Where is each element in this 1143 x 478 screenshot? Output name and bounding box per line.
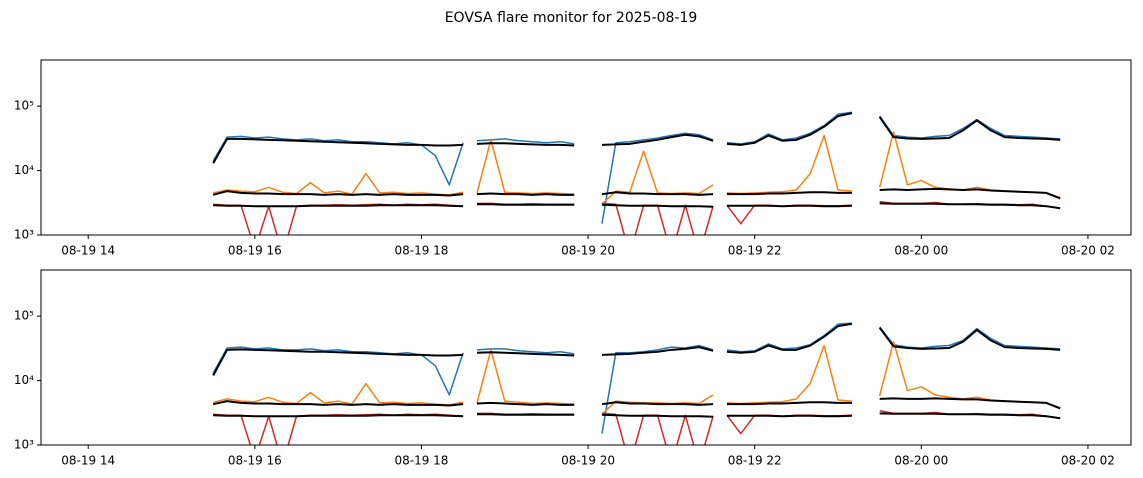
series-line bbox=[212, 322, 1061, 376]
series-line bbox=[213, 131, 1061, 205]
x-tick-label: 08-20 00 bbox=[894, 454, 948, 468]
x-tick-label: 08-19 16 bbox=[228, 454, 282, 468]
x-tick-label: 08-19 18 bbox=[394, 454, 448, 468]
x-tick-label: 08-19 16 bbox=[228, 244, 282, 258]
x-tick-label: 08-19 22 bbox=[728, 454, 782, 468]
x-tick-label: 08-19 20 bbox=[561, 244, 615, 258]
series-line bbox=[212, 112, 1061, 164]
x-tick-label: 08-19 14 bbox=[61, 454, 115, 468]
axes-frame bbox=[40, 269, 1132, 446]
series-line bbox=[212, 397, 1061, 410]
x-tick-label: 08-20 02 bbox=[1061, 454, 1115, 468]
x-tick-label: 08-19 18 bbox=[394, 244, 448, 258]
y-tick-label: 10⁵ bbox=[14, 99, 34, 113]
series-line bbox=[213, 412, 1061, 420]
y-tick-label: 10⁵ bbox=[14, 309, 34, 323]
x-tick-label: 08-20 02 bbox=[1061, 244, 1115, 258]
series-line bbox=[213, 341, 1061, 415]
axes-frame bbox=[40, 59, 1132, 236]
x-tick-label: 08-19 14 bbox=[61, 244, 115, 258]
plot-area bbox=[212, 111, 1061, 235]
series-line bbox=[212, 111, 1061, 224]
x-tick-label: 08-19 22 bbox=[728, 244, 782, 258]
y-tick-label: 10³ bbox=[14, 438, 34, 452]
figure-title: EOVSA flare monitor for 2025-08-19 bbox=[445, 10, 698, 26]
plot-area bbox=[212, 322, 1061, 445]
series-line bbox=[212, 322, 1061, 434]
y-tick-label: 10⁴ bbox=[14, 163, 34, 177]
series-line bbox=[212, 187, 1061, 200]
x-tick-label: 08-19 20 bbox=[561, 454, 615, 468]
x-tick-label: 08-20 00 bbox=[894, 244, 948, 258]
y-tick-label: 10³ bbox=[14, 228, 34, 242]
y-tick-label: 10⁴ bbox=[14, 373, 34, 387]
series-line bbox=[213, 202, 1061, 210]
